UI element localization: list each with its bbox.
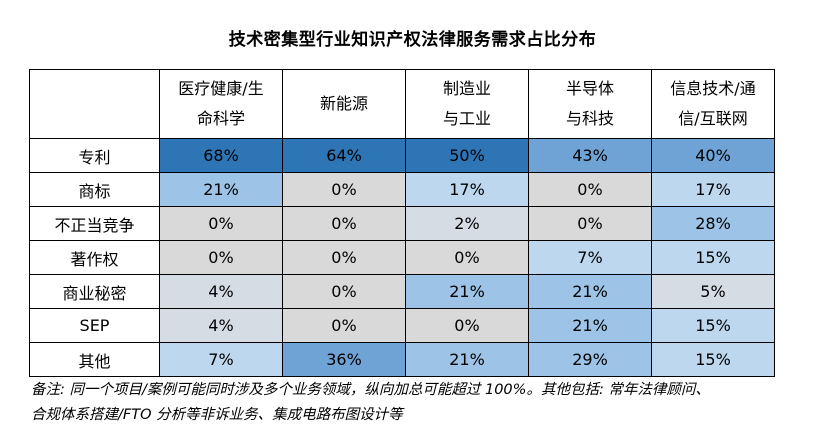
heat-cell: 4% [159,274,283,309]
heat-cell: 0% [528,172,652,207]
table-row: 商标 21% 0% 17% 0% 17% [29,172,775,207]
heat-cell: 0% [405,240,529,275]
column-header-2: 制造业 与工业 [405,69,529,139]
footnote-line-2: 合规体系搭建/FTO 分析等非诉业务、集成电路布图设计等 [31,407,403,423]
table-row: 商业秘密 4% 0% 21% 21% 5% [29,274,775,309]
heat-cell: 15% [651,342,775,377]
footnote-line-1: 备注: 同一个项目/案例可能同时涉及多个业务领域，纵向加总可能超过 100%。其… [31,382,710,398]
column-header-1: 新能源 [282,69,406,139]
row-header-5: SEP [29,308,160,343]
column-header-row: 医疗健康/生 命科学 新能源 制造业 与工业 半导体 与科技 信息技术/通 信/互联网 [29,69,775,139]
footnote: 备注: 同一个项目/案例可能同时涉及多个业务领域，纵向加总可能超过 100%。其… [31,378,821,428]
row-header-3: 著作权 [29,240,160,275]
heat-cell: 40% [651,138,775,173]
table-row: 其他 7% 36% 21% 29% 15% [29,342,775,377]
table-row: 不正当竞争 0% 0% 2% 0% 28% [29,206,775,241]
heat-cell: 15% [651,308,775,343]
heat-cell: 29% [528,342,652,377]
heat-cell: 4% [159,308,283,343]
heat-cell: 0% [282,206,406,241]
row-header-2: 不正当竞争 [29,206,160,241]
row-header-6: 其他 [29,342,160,377]
heat-cell: 50% [405,138,529,173]
heatmap-table: 医疗健康/生 命科学 新能源 制造业 与工业 半导体 与科技 信息技术/通 信/互联网 … [29,69,775,377]
heat-cell: 21% [528,274,652,309]
column-header-4: 信息技术/通 信/互联网 [651,69,775,139]
heat-cell: 0% [282,172,406,207]
heat-cell: 0% [282,240,406,275]
heat-cell: 21% [528,308,652,343]
heat-cell: 36% [282,342,406,377]
heat-cell: 0% [282,308,406,343]
heat-cell: 21% [405,342,529,377]
row-header-4: 商业秘密 [29,274,160,309]
heat-cell: 64% [282,138,406,173]
heat-cell: 2% [405,206,529,241]
corner-cell [29,69,160,139]
heat-cell: 21% [405,274,529,309]
heat-cell: 7% [528,240,652,275]
heat-cell: 0% [405,308,529,343]
heat-cell: 0% [528,206,652,241]
heat-cell: 5% [651,274,775,309]
heat-cell: 15% [651,240,775,275]
heatmap-body: 专利 68% 64% 50% 43% 40% 商标 21% 0% 17% 0% 17% 不正当竞争 0% 0… [29,138,775,377]
heat-cell: 17% [651,172,775,207]
heat-cell: 7% [159,342,283,377]
heat-cell: 0% [159,240,283,275]
chart-title: 技术密集型行业知识产权法律服务需求占比分布 [228,30,597,50]
heat-cell: 0% [282,274,406,309]
heat-cell: 68% [159,138,283,173]
column-header-0: 医疗健康/生 命科学 [159,69,283,139]
row-header-0: 专利 [29,138,160,173]
heat-cell: 43% [528,138,652,173]
table-row: SEP 4% 0% 0% 21% 15% [29,308,775,343]
heat-cell: 0% [159,206,283,241]
heat-cell: 17% [405,172,529,207]
row-header-1: 商标 [29,172,160,207]
table-row: 专利 68% 64% 50% 43% 40% [29,138,775,173]
column-header-3: 半导体 与科技 [528,69,652,139]
heat-cell: 28% [651,206,775,241]
table-row: 著作权 0% 0% 0% 7% 15% [29,240,775,275]
heat-cell: 21% [159,172,283,207]
